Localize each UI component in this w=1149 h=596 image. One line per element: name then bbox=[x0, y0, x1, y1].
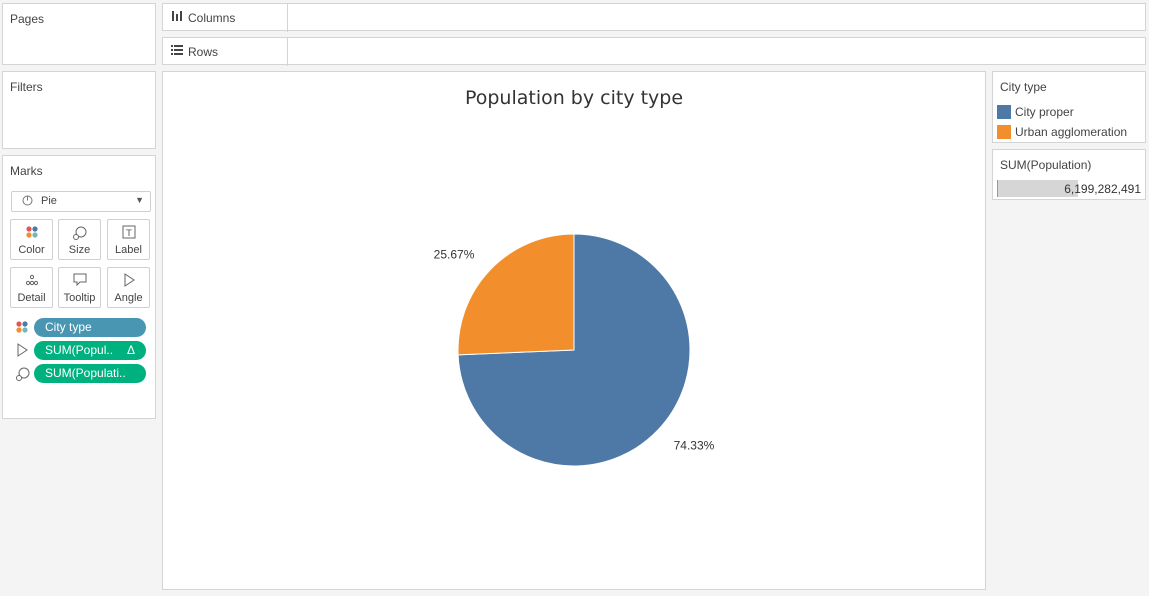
size-button[interactable]: Size bbox=[58, 219, 101, 260]
size-pill-row: SUM(Populati.. bbox=[15, 364, 150, 383]
chevron-down-icon: ▼ bbox=[135, 195, 144, 205]
pill-label: SUM(Popul.. bbox=[45, 343, 114, 357]
svg-text:T: T bbox=[125, 229, 132, 239]
pie-icon bbox=[22, 195, 33, 209]
mark-type-dropdown[interactable]: Pie ▼ bbox=[11, 191, 151, 212]
legend-swatch bbox=[997, 105, 1011, 119]
color-button[interactable]: Color bbox=[10, 219, 53, 260]
color-pill-row: City type bbox=[15, 318, 150, 337]
rows-shelf[interactable]: Rows bbox=[162, 37, 1146, 66]
tooltip-label: Tooltip bbox=[63, 292, 96, 304]
marks-title: Marks bbox=[10, 164, 43, 178]
delta-icon: Δ bbox=[126, 343, 135, 357]
mark-type-label: Pie bbox=[41, 195, 57, 207]
columns-icon bbox=[171, 10, 183, 25]
marks-card: Marks Pie ▼ Color Size T Label bbox=[2, 155, 156, 419]
pie-slice-urban-agglomeration[interactable] bbox=[457, 233, 575, 356]
size-legend-bar bbox=[997, 180, 1078, 197]
detail-button[interactable]: Detail bbox=[10, 267, 53, 308]
size-icon bbox=[59, 225, 100, 241]
angle-pill-row: SUM(Popul.. Δ bbox=[15, 341, 150, 360]
size-legend-value: 6,199,282,491 bbox=[1064, 182, 1141, 196]
angle-button[interactable]: Angle bbox=[107, 267, 150, 308]
columns-shelf-label: Columns bbox=[163, 4, 288, 32]
detail-icon bbox=[11, 273, 52, 289]
angle-label: Angle bbox=[114, 292, 143, 304]
color-label: Color bbox=[18, 244, 45, 256]
pages-title: Pages bbox=[10, 12, 45, 26]
rows-shelf-label: Rows bbox=[163, 38, 288, 66]
rows-icon bbox=[171, 44, 183, 59]
tooltip-button[interactable]: Tooltip bbox=[58, 267, 101, 308]
rows-label: Rows bbox=[188, 45, 219, 59]
label-icon: T bbox=[108, 225, 149, 241]
filters-title: Filters bbox=[10, 80, 43, 94]
size-label: Size bbox=[68, 244, 91, 256]
detail-label: Detail bbox=[17, 292, 46, 304]
legend-label: Urban agglomeration bbox=[1015, 125, 1128, 139]
legend-label: City proper bbox=[1015, 105, 1074, 119]
color-dots-icon bbox=[11, 225, 52, 241]
chart-title: Population by city type bbox=[464, 87, 684, 109]
pie-data-label: 74.33% bbox=[674, 439, 715, 453]
tooltip-icon bbox=[59, 273, 100, 289]
pages-shelf[interactable]: Pages bbox=[2, 3, 156, 65]
columns-shelf[interactable]: Columns bbox=[162, 3, 1146, 32]
legend-swatch bbox=[997, 125, 1011, 139]
legend-item-urban-agglomeration[interactable]: Urban agglomeration bbox=[997, 123, 1143, 141]
angle-icon bbox=[108, 273, 149, 289]
sum-population-angle-pill[interactable]: SUM(Popul.. Δ bbox=[34, 341, 146, 360]
size-legend: SUM(Population) 6,199,282,491 bbox=[992, 149, 1146, 200]
color-legend: City type City proper Urban agglomeratio… bbox=[992, 71, 1146, 143]
pie-data-label: 25.67% bbox=[434, 247, 475, 261]
pill-label: SUM(Populati.. bbox=[45, 366, 126, 380]
legend-title: City type bbox=[1000, 80, 1047, 94]
chart-view: Population by city type 74.33% 25.67% bbox=[162, 71, 986, 590]
legend-item-city-proper[interactable]: City proper bbox=[997, 103, 1143, 121]
label-button[interactable]: T Label bbox=[107, 219, 150, 260]
sum-population-size-pill[interactable]: SUM(Populati.. bbox=[34, 364, 146, 383]
size-icon bbox=[15, 366, 31, 382]
angle-icon bbox=[15, 343, 31, 359]
pill-label: City type bbox=[45, 320, 92, 334]
filters-shelf[interactable]: Filters bbox=[2, 71, 156, 149]
size-legend-title: SUM(Population) bbox=[1000, 158, 1092, 172]
columns-label: Columns bbox=[188, 11, 236, 25]
pie-chart: 74.33% 25.67% bbox=[434, 233, 715, 467]
city-type-pill[interactable]: City type bbox=[34, 318, 146, 337]
label-label: Label bbox=[115, 244, 142, 256]
color-dots-icon bbox=[15, 320, 31, 336]
